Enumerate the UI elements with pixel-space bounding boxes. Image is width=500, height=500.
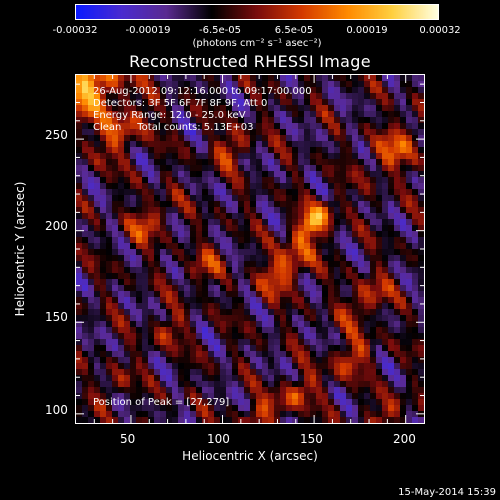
y-axis-label: Heliocentric Y (arcsec) <box>13 181 27 317</box>
x-tick-label: 50 <box>120 432 136 446</box>
colorbar-tick: -6.5e-05 <box>199 25 241 36</box>
x-axis-label: Heliocentric X (arcsec) <box>182 449 318 463</box>
y-tick-label: 250 <box>45 128 68 142</box>
colorbar-tick: -0.00019 <box>125 25 171 36</box>
colorbar-unit-label: (photons cm⁻² s⁻¹ asec⁻²) <box>192 38 322 49</box>
colorbar-tick: 6.5e-05 <box>274 25 314 36</box>
chart-title: Reconstructed RHESSI Image <box>129 52 371 71</box>
annotation-time: 26-Aug-2012 09:12:16.000 to 09:17:00.000 <box>93 86 312 97</box>
y-tick-label: 200 <box>45 219 68 233</box>
annotation-energy: Energy Range: 12.0 - 25.0 keV <box>93 110 246 121</box>
annotation-peak: Position of Peak = [27,279] <box>93 397 230 408</box>
y-tick-label: 100 <box>45 403 68 417</box>
timestamp: 15-May-2014 15:39 <box>398 487 496 498</box>
colorbar-tick: -0.00032 <box>52 25 98 36</box>
y-tick-label: 150 <box>45 310 68 324</box>
colorbar-tick: 0.00032 <box>419 25 461 36</box>
colorbar-gradient <box>76 5 438 19</box>
plot-frame <box>75 74 425 424</box>
colorbar-tick: 0.00019 <box>346 25 388 36</box>
colorbar <box>75 4 439 20</box>
x-tick-label: 150 <box>300 432 323 446</box>
annotation-clean: Clean Total counts: 5.13E+03 <box>93 122 254 133</box>
x-tick-label: 100 <box>207 432 230 446</box>
heatmap-image <box>76 75 424 423</box>
x-tick-label: 200 <box>393 432 416 446</box>
annotation-detectors: Detectors: 3F 5F 6F 7F 8F 9F, Att 0 <box>93 98 268 109</box>
